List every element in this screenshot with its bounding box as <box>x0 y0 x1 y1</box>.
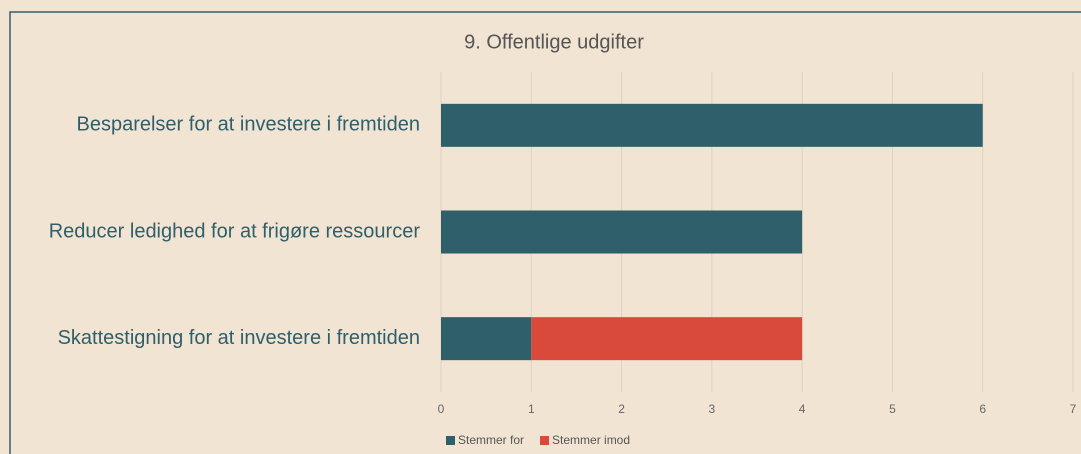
legend-label: Stemmer for <box>458 433 524 447</box>
legend-swatch <box>540 436 550 445</box>
x-tick-label: 3 <box>709 402 716 416</box>
x-tick-label: 7 <box>1070 402 1077 416</box>
x-tick-label: 0 <box>438 402 445 416</box>
category-label: Reducer ledighed for at frigøre ressourc… <box>49 220 421 242</box>
category-label: Besparelser for at investere i fremtiden <box>77 114 421 136</box>
bar <box>441 210 803 254</box>
x-tick-label: 2 <box>618 402 625 416</box>
x-tick-label: 5 <box>889 402 896 416</box>
x-tick-label: 4 <box>799 402 806 416</box>
bar <box>441 317 532 361</box>
bar <box>441 103 983 147</box>
legend-label: Stemmer imod <box>552 433 630 447</box>
x-tick-label: 6 <box>979 402 986 416</box>
bar <box>531 317 803 361</box>
chart-title: 9. Offentlige udgifter <box>464 31 644 53</box>
legend-swatch <box>446 436 455 445</box>
category-label: Skattestigning for at investere i fremti… <box>58 327 420 349</box>
x-tick-label: 1 <box>528 402 535 416</box>
